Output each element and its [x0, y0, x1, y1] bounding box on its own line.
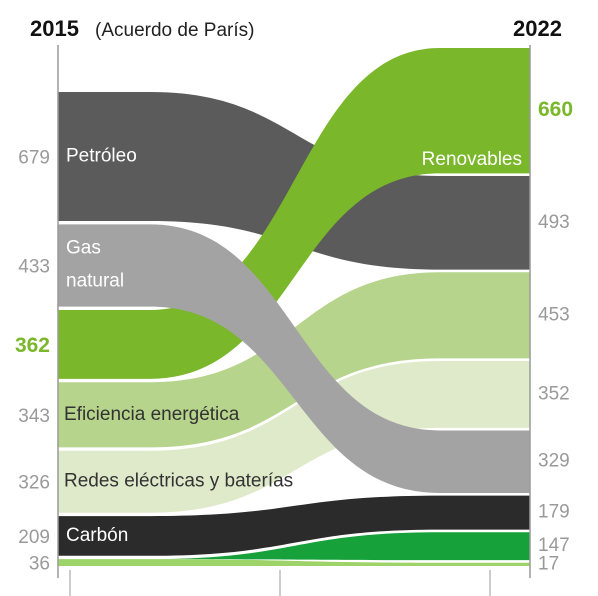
band	[58, 224, 530, 493]
value-label: 433	[18, 257, 50, 278]
left-header: 2015	[30, 16, 79, 41]
band	[58, 360, 530, 513]
band	[58, 532, 530, 561]
value-label: 679	[18, 148, 50, 169]
series-name: Petróleo	[66, 146, 137, 167]
value-label: 36	[29, 554, 50, 575]
series-name: Carbón	[66, 525, 128, 546]
value-label: 352	[538, 383, 570, 404]
series-name: Renovables	[422, 149, 522, 170]
value-label: 343	[18, 406, 50, 427]
value-label: 179	[538, 502, 570, 523]
band	[58, 48, 530, 379]
value-label: 147	[538, 535, 570, 556]
series-name: Gas natural	[66, 237, 124, 291]
labels: 679 493 362 660 343 453 326 352 433 329 209 179 147 3…	[15, 98, 573, 574]
band	[58, 495, 530, 556]
right-header: 2022	[513, 16, 562, 41]
value-label: 329	[538, 451, 570, 472]
value-label: 453	[538, 304, 570, 325]
value-label: 362	[15, 334, 50, 357]
header-annotation: (Acuerdo de París)	[95, 20, 254, 41]
value-label: 209	[18, 527, 50, 548]
band	[58, 559, 530, 566]
bands	[58, 48, 530, 566]
series-name: Redes eléctricas y baterías	[64, 471, 293, 492]
value-label: 17	[538, 553, 559, 574]
value-label: 493	[538, 212, 570, 233]
value-label: 660	[538, 98, 573, 121]
value-label: 326	[18, 473, 50, 494]
series-name: Eficiencia energética	[64, 404, 240, 425]
